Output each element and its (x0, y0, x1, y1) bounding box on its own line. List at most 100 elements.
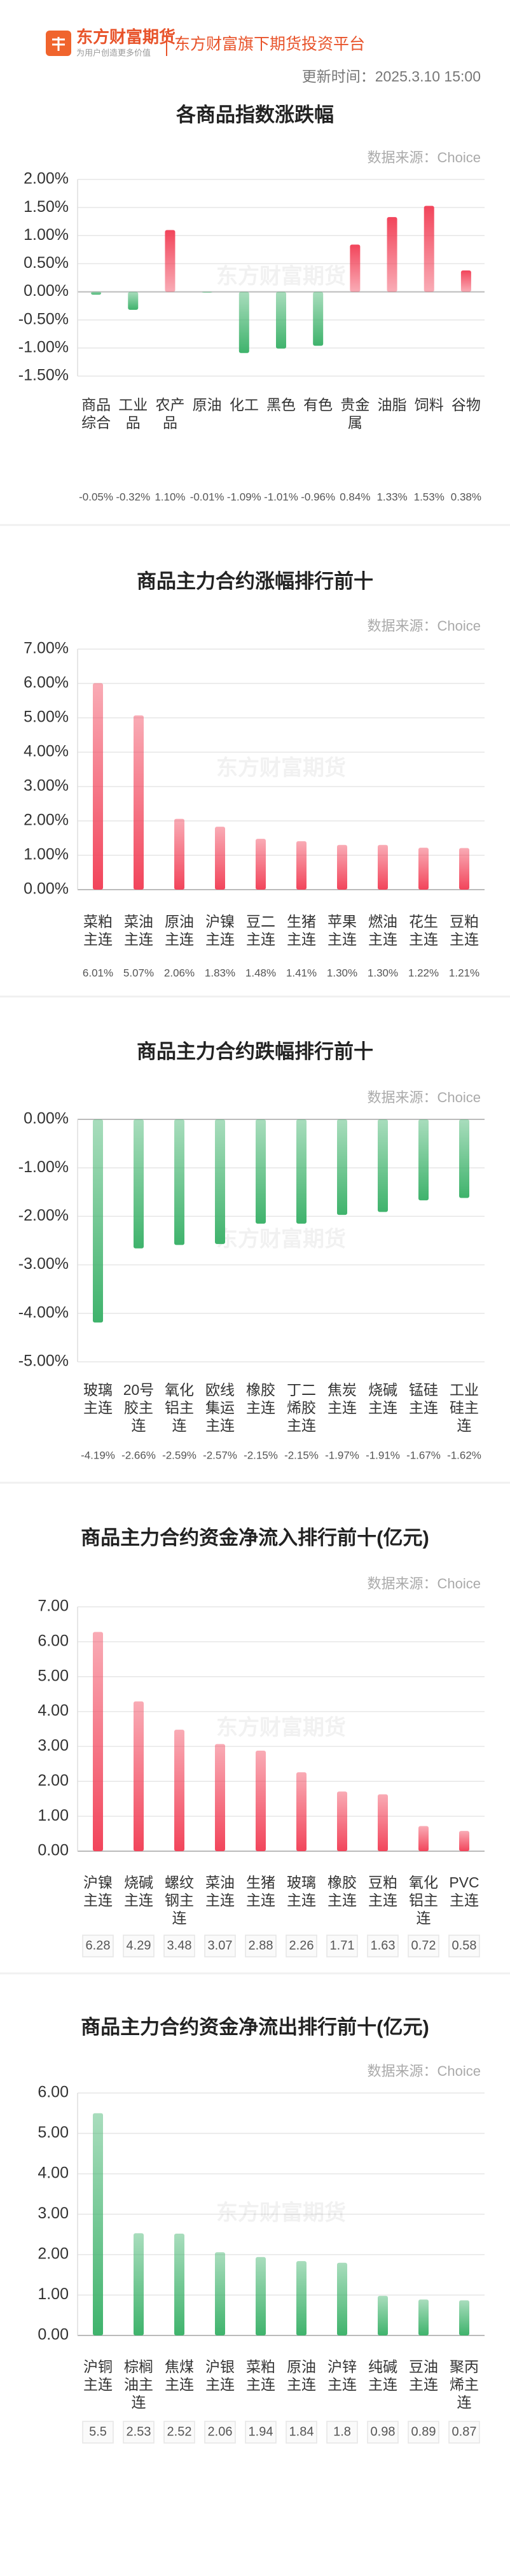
value-label-box (82, 2421, 114, 2444)
value-label-box (448, 1935, 480, 1957)
value-label: -1.67% (406, 1449, 441, 1461)
x-tick-label: 化工 (229, 396, 259, 413)
x-tick-label: 工业硅主连 (450, 1382, 479, 1434)
value-label: 2.06% (164, 967, 195, 979)
bar (337, 1791, 347, 1851)
x-tick-label: 橡胶主连 (246, 1382, 275, 1416)
x-tick-label: 饲料 (414, 396, 444, 413)
x-tick-label: 氧化铝主连 (165, 1382, 194, 1434)
bar (459, 1119, 469, 1198)
y-tick-label: 0.00% (24, 1110, 69, 1128)
value-label: -1.01% (264, 491, 298, 503)
x-tick-label: 沪银主连 (205, 2358, 235, 2393)
value-label: -2.15% (244, 1449, 278, 1461)
x-tick-label: 苹果主连 (327, 913, 357, 948)
value-label: 1.94 (249, 2425, 273, 2439)
bar (256, 839, 266, 890)
x-tick-label: 油脂 (377, 396, 407, 413)
y-tick-label: 6.00 (38, 1632, 69, 1649)
value-label: 0.98 (371, 2425, 396, 2439)
watermark: 东方财富期货 (216, 755, 346, 780)
value-label: 1.33% (376, 491, 407, 503)
watermark: 东方财富期货 (216, 263, 346, 288)
value-label: -0.01% (190, 491, 224, 503)
bar (93, 2113, 103, 2335)
x-tick-label: 烧碱主连 (124, 1874, 153, 1908)
bar (134, 715, 144, 890)
bar (378, 2295, 388, 2335)
value-label: 1.22% (408, 967, 439, 979)
value-label-box (326, 1935, 358, 1957)
brand: 东方财富期货 (76, 27, 176, 46)
y-tick-label: 1.00 (38, 2285, 69, 2303)
x-tick-label: 豆油主连 (409, 2358, 438, 2393)
value-label: -1.09% (227, 491, 261, 503)
bar (418, 1119, 429, 1201)
value-label: 3.48 (167, 1938, 192, 1952)
y-tick-label: -2.00% (18, 1207, 69, 1224)
x-tick-label: 玻璃主连 (83, 1382, 113, 1416)
bar (215, 1744, 225, 1851)
x-tick-label: 丁二烯胶主连 (287, 1382, 316, 1434)
x-tick-label: 锰硅主连 (409, 1382, 438, 1416)
bar (165, 230, 176, 292)
value-label-box (448, 2421, 480, 2444)
value-label: -0.96% (301, 491, 335, 503)
x-tick-label: 沪铜主连 (83, 2358, 113, 2393)
bar (378, 1794, 388, 1851)
value-label: 1.71 (330, 1938, 355, 1952)
x-tick-label: 生猪主连 (287, 913, 316, 948)
x-tick-label: 贵金属 (340, 396, 370, 431)
x-tick-label: 菜油主连 (205, 1874, 235, 1908)
y-tick-label: -1.00% (18, 338, 69, 356)
y-tick-label: 0.00% (24, 880, 69, 898)
value-label: 0.58 (452, 1938, 477, 1952)
value-label-box (286, 1935, 317, 1957)
x-tick-label: 菜粕主连 (246, 2358, 275, 2393)
bar (459, 2300, 469, 2335)
x-tick-label: 欧线集运主连 (205, 1382, 235, 1434)
value-label: -1.62% (447, 1449, 481, 1461)
bar (337, 2262, 347, 2335)
value-label-box (204, 2421, 236, 2444)
y-tick-label: 3.00 (38, 2204, 69, 2222)
bar (174, 2233, 184, 2335)
bar (134, 2233, 144, 2335)
value-label-box (163, 1935, 195, 1957)
bar (337, 1119, 347, 1215)
value-label: 1.21% (449, 967, 479, 979)
value-label: 2.26 (289, 1938, 314, 1952)
value-label: 2.52 (167, 2425, 192, 2439)
bar (378, 1119, 388, 1212)
chart-title: 商品主力合约涨幅排行前十 (137, 570, 373, 592)
bar (93, 1632, 103, 1851)
slogan: 为用户创造更多价值 (76, 48, 151, 57)
data-source: 数据来源：Choice (368, 2063, 481, 2079)
y-tick-label: 0.00% (24, 282, 69, 300)
data-source: 数据来源：Choice (368, 1089, 481, 1105)
x-tick-label: 燃油主连 (368, 913, 397, 948)
y-tick-label: 2.00 (38, 2245, 69, 2263)
bar (93, 683, 103, 890)
value-label: -1.91% (366, 1449, 400, 1461)
value-label: 2.88 (249, 1938, 273, 1952)
bar (256, 1119, 266, 1224)
bar (296, 841, 307, 890)
y-tick-label: 0.00 (38, 2326, 69, 2344)
x-tick-label: 谷物 (451, 396, 481, 413)
y-tick-label: -1.00% (18, 1158, 69, 1176)
data-source: 数据来源：Choice (368, 618, 481, 634)
x-tick-label: PVC主连 (449, 1874, 479, 1908)
x-tick-label: 氧化铝主连 (409, 1874, 438, 1926)
y-tick-label: 4.00 (38, 1702, 69, 1719)
value-label: -4.19% (81, 1449, 115, 1461)
bar (256, 2257, 266, 2335)
y-tick-label: -5.00% (18, 1352, 69, 1370)
y-tick-label: 2.00% (24, 170, 69, 188)
bar (256, 1751, 266, 1851)
bar (276, 291, 286, 349)
y-tick-label: 1.00% (24, 226, 69, 244)
bar (459, 1831, 469, 1851)
x-tick-label: 焦炭主连 (327, 1382, 357, 1416)
